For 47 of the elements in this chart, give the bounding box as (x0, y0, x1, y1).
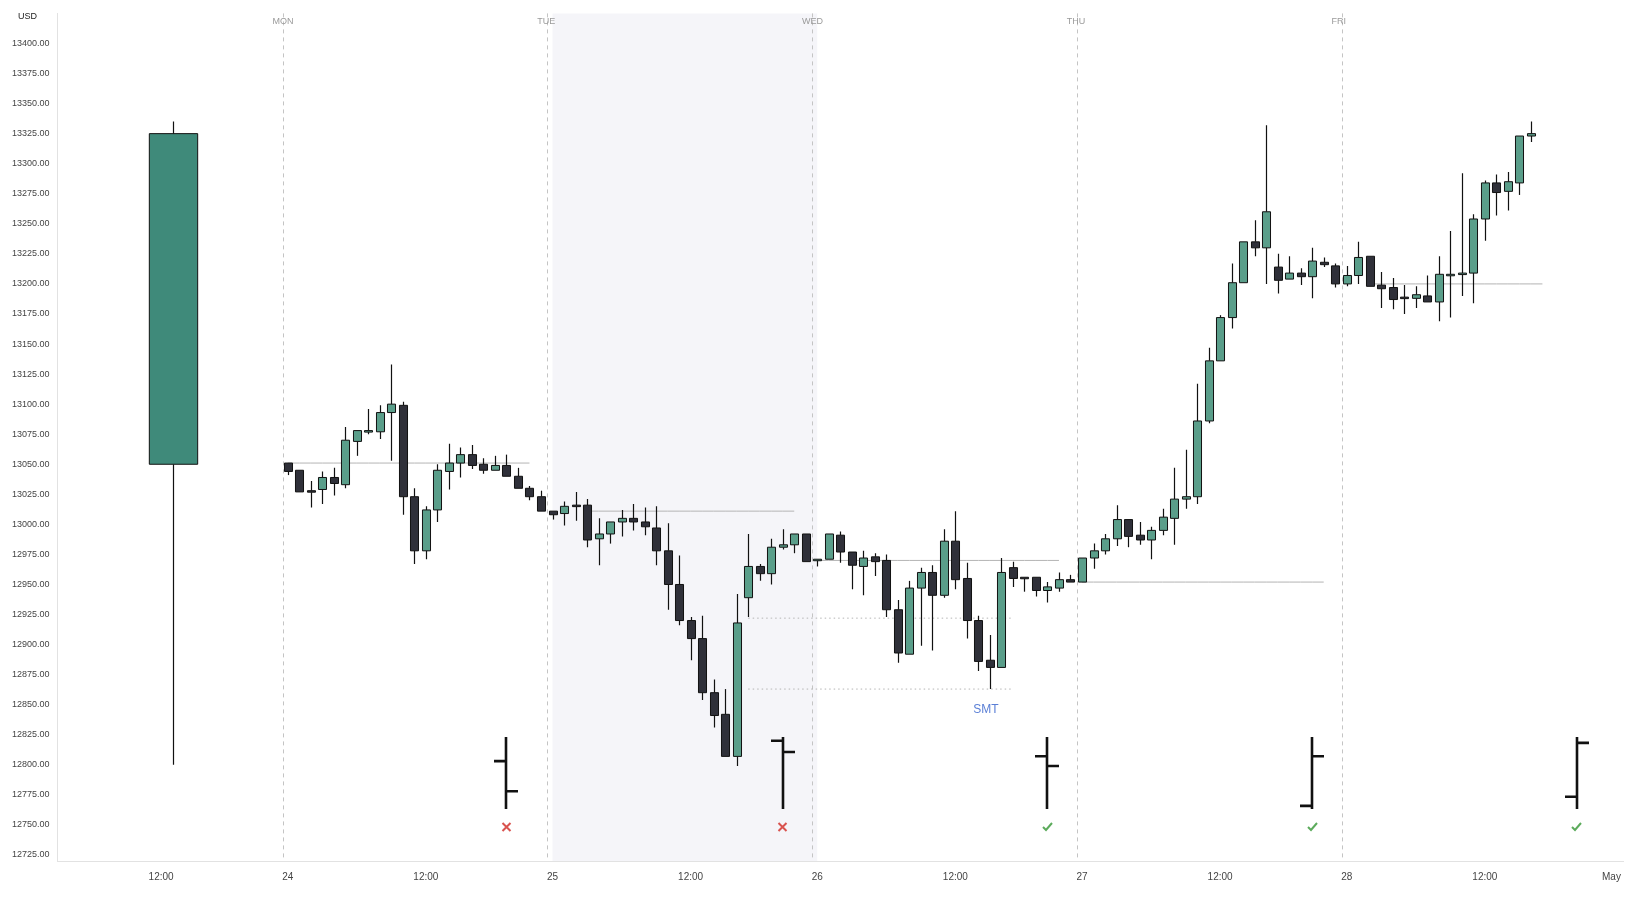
y-tick-label: 13150.00 (11, 338, 50, 349)
ref-line-label: TUE (537, 16, 556, 27)
x-tick-label: 12:00 (148, 870, 175, 882)
annotation: SMT (973, 702, 1000, 717)
x-tick-label: 12:00 (1207, 870, 1234, 882)
y-tick-label: 13025.00 (11, 488, 50, 499)
x-tick-label: 24 (282, 870, 294, 882)
y-tick-label: 12925.00 (11, 609, 50, 620)
y-tick-label: 13225.00 (11, 248, 50, 259)
y-tick-label: 13175.00 (11, 308, 50, 319)
ref-line-label: WED (802, 16, 824, 27)
ref-line-label: FRI (1331, 16, 1347, 27)
x-tick-label: 12:00 (678, 870, 704, 882)
x-tick-label: 26 (811, 870, 824, 882)
ref-line-label: MON (272, 16, 294, 27)
y-tick-label: 13275.00 (11, 188, 50, 199)
y-tick-label: 13050.00 (11, 458, 50, 469)
y-tick-label: 13300.00 (11, 158, 50, 169)
y-tick-label: 12950.00 (11, 578, 50, 589)
y-tick-label: 12725.00 (11, 849, 50, 860)
y-tick-label: 13400.00 (11, 37, 50, 48)
x-tick-label: 12:00 (413, 870, 439, 882)
y-tick-label: 13125.00 (11, 368, 50, 379)
y-tick-label: 13350.00 (11, 98, 50, 109)
y-axis-title: USD (18, 10, 38, 21)
y-tick-label: 12750.00 (11, 819, 50, 830)
y-tick-label: 13375.00 (11, 68, 50, 78)
y-tick-label: 13075.00 (11, 428, 50, 439)
y-tick-label: 13200.00 (11, 278, 50, 289)
y-tick-label: 13000.00 (11, 518, 50, 529)
y-tick-label: 12775.00 (11, 789, 50, 800)
y-tick-label: 12975.00 (11, 548, 50, 559)
y-tick-label: 12875.00 (11, 669, 50, 680)
y-tick-label: 13325.00 (11, 128, 50, 139)
x-tick-label: 25 (546, 870, 559, 882)
x-tick-label: 12:00 (1472, 870, 1498, 882)
ref-line-label: THU (1066, 16, 1086, 27)
y-tick-label: 12850.00 (11, 699, 50, 710)
y-tick-label: 12825.00 (11, 729, 50, 740)
y-tick-label: 13250.00 (11, 218, 50, 229)
x-tick-label: May (1602, 870, 1621, 882)
y-tick-label: 12800.00 (11, 759, 50, 770)
y-tick-label: 12900.00 (11, 639, 50, 650)
x-tick-label: 12:00 (942, 870, 969, 882)
y-tick-label: 13100.00 (11, 398, 50, 409)
x-tick-label: 28 (1341, 870, 1353, 882)
x-tick-label: 27 (1076, 870, 1088, 882)
